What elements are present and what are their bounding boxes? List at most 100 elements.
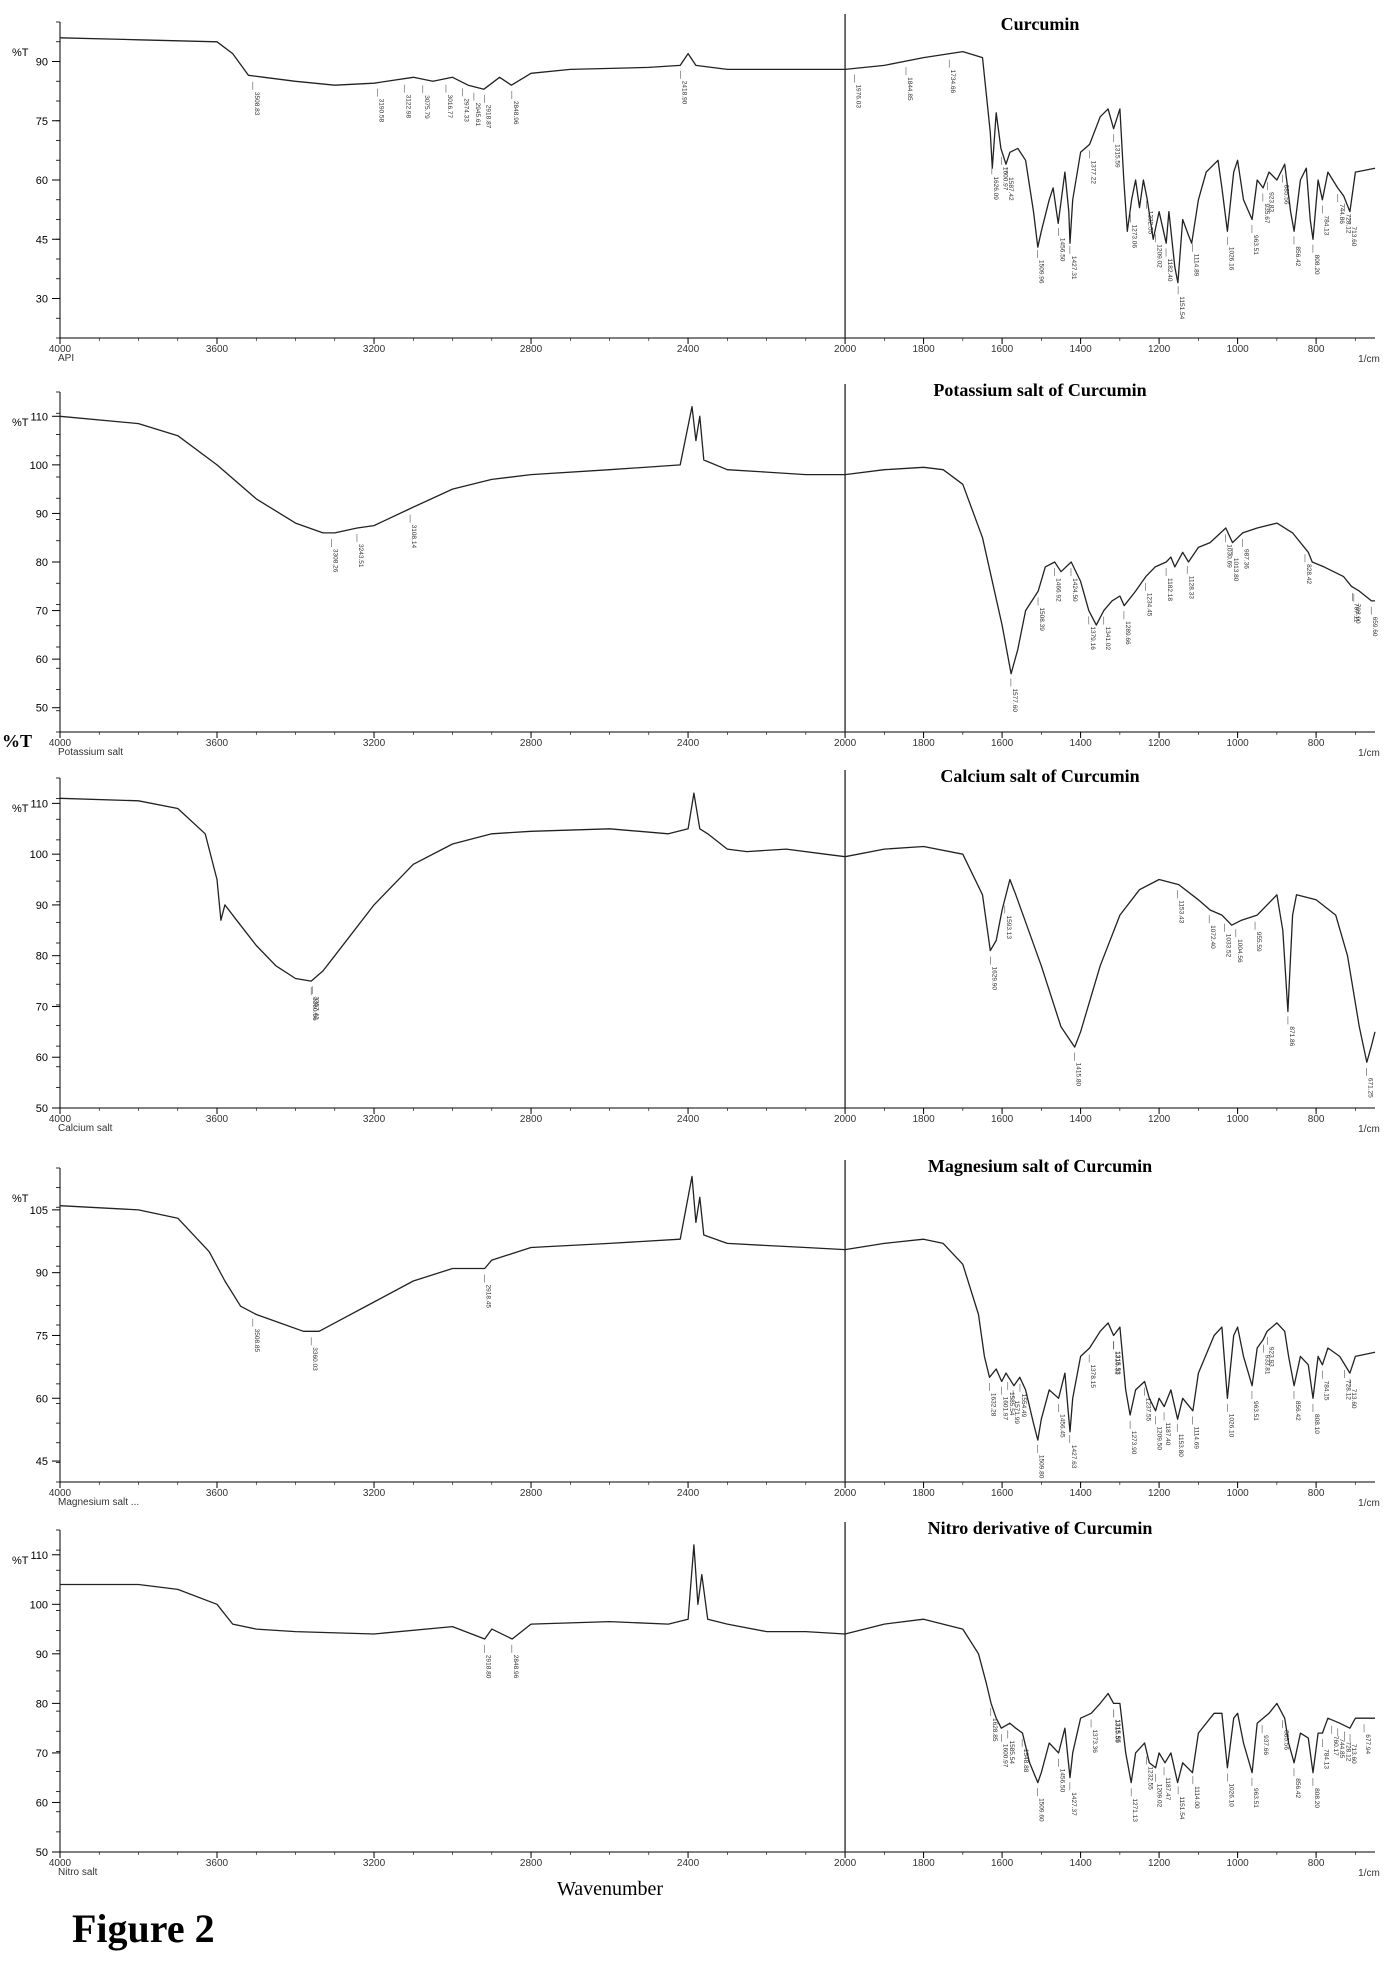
x-tick-label: 4000 [49,1488,72,1499]
x-tick-label: 3600 [206,738,229,749]
peak-label: 744.85 [1338,1738,1345,1758]
y-tick-label: 100 [30,1599,48,1611]
peak-label: 1427.31 [1070,256,1077,280]
peak-label: 728.12 [1344,214,1351,234]
peak-label: 1151.54 [1178,296,1185,319]
x-tick-label: 2800 [520,344,543,355]
spectrum-panel: 50 60 70 80 90 100 110%T 4000 3600 3200 2800 2400 20… [12,380,1380,759]
sample-label: API [58,353,74,364]
peak-label: 1114.89 [1193,254,1200,277]
peak-label: 784.13 [1322,1749,1329,1769]
peak-label: 1004.56 [1236,939,1243,963]
x-unit-label: 1/cm [1358,748,1380,759]
y-tick-label: 90 [36,508,48,520]
peak-label: 856.42 [1294,246,1301,266]
peak-label: 1571.99 [1013,1400,1020,1424]
peak-label: 2918.45 [485,1284,492,1308]
x-unit-label: 1/cm [1358,1868,1380,1879]
x-tick-label: 3200 [363,1114,386,1125]
peak-label: 1273.06 [1130,225,1137,249]
peak-label: 713.60 [1350,1389,1357,1409]
peak-label: 3508.83 [253,92,260,116]
sample-label: Magnesium salt ... [58,1497,139,1508]
peak-label: 1209.02 [1156,244,1163,268]
peak-label: 1424.50 [1071,578,1078,602]
peak-label: 3122.98 [404,95,411,119]
peak-label: 1373.36 [1091,1729,1098,1753]
peak-label: 1585.54 [1008,1392,1015,1416]
peak-label: 1632.28 [989,1393,996,1417]
peak-label: 3360.06 [311,997,318,1021]
peak-label: 963.51 [1252,1401,1259,1421]
peak-label: 1509.60 [1038,1798,1045,1822]
y-unit-label: %T [12,803,29,815]
stray-yunit-label: %T [2,731,32,751]
x-tick-label: 1600 [991,1114,1014,1125]
peak-label: 871.86 [1288,1026,1295,1046]
y-tick-label: 50 [36,703,48,715]
spectrum-line [59,792,1376,1063]
peak-label: 1232.55 [1146,211,1153,235]
y-tick-label: 60 [36,654,48,666]
x-tick-label: 800 [1308,1488,1325,1499]
peak-label: 3508.85 [253,1329,260,1353]
peak-label: 1600.97 [1002,1744,1009,1768]
peak-label: 935.67 [1263,204,1270,224]
x-tick-label: 1800 [912,1114,935,1125]
x-tick-label: 2800 [520,1114,543,1125]
peak-label: 923.93 [1267,1347,1274,1367]
x-tick-label: 1000 [1226,1858,1249,1869]
y-tick-label: 105 [30,1205,48,1217]
peak-label: 1237.55 [1144,1398,1151,1422]
y-tick-label: 45 [36,1456,48,1468]
x-tick-label: 800 [1308,738,1325,749]
x-tick-label: 2000 [834,1488,857,1499]
x-unit-label: 1/cm [1358,354,1380,365]
peak-label: 937.66 [1262,1735,1269,1755]
x-tick-label: 1600 [991,344,1014,355]
y-tick-label: 90 [36,1649,48,1661]
x-tick-label: 1600 [991,1488,1014,1499]
peak-label: 1456.50 [1058,1769,1065,1793]
y-tick-label: 100 [30,460,48,472]
peak-label: 784.15 [1322,1381,1329,1401]
peak-label: 1316.31 [1113,1351,1120,1375]
x-tick-label: 3200 [363,344,386,355]
panel-title: Curcumin [1001,14,1080,34]
peak-label: 3360.03 [311,1347,318,1371]
spectrum-panel: 50 60 70 80 90 100 110%T 4000 3600 3200 2800 2400 20… [12,1518,1380,1879]
peak-label: 2918.80 [484,1655,491,1679]
spectrum-line [59,405,1375,675]
peak-label: 671.25 [1367,1078,1374,1098]
peak-label: 1601.97 [1001,1397,1008,1421]
x-tick-label: 1400 [1069,1114,1092,1125]
peak-label: 1232.55 [1146,1766,1153,1790]
peak-label: 2418.90 [681,81,688,105]
peak-label: 677.94 [1364,1734,1371,1754]
figure-caption: Figure 2 [72,1906,215,1951]
peak-label: 1456.45 [1058,1414,1065,1438]
x-tick-label: 2000 [834,738,857,749]
peak-label: 987.36 [1243,549,1250,569]
x-tick-label: 3200 [363,1858,386,1869]
spectrum-panel: 50 60 70 80 90 100 110%T 4000 3600 3200 2800 2400 20… [12,766,1380,1135]
peak-label: 2974.33 [463,98,470,122]
x-tick-label: 800 [1308,1114,1325,1125]
x-unit-label: 1/cm [1358,1498,1380,1509]
sample-label: Nitro salt [58,1867,98,1878]
panel-title: Magnesium salt of Curcumin [928,1156,1152,1176]
x-tick-label: 2400 [677,1488,700,1499]
panel-title: Calcium salt of Curcumin [940,766,1139,786]
peak-label: 955.59 [1255,932,1262,952]
peak-label: 1509.80 [1037,1455,1044,1479]
x-tick-label: 2400 [677,1858,700,1869]
y-tick-label: 75 [36,116,48,128]
peak-label: 1026.10 [1227,1783,1234,1807]
x-tick-label: 1600 [991,738,1014,749]
x-tick-label: 1200 [1148,1488,1171,1499]
y-tick-label: 70 [36,1001,48,1013]
x-tick-label: 2400 [677,1114,700,1125]
peak-label: 1548.88 [1022,1749,1029,1773]
x-tick-label: 3600 [206,1488,229,1499]
x-tick-label: 1200 [1148,738,1171,749]
